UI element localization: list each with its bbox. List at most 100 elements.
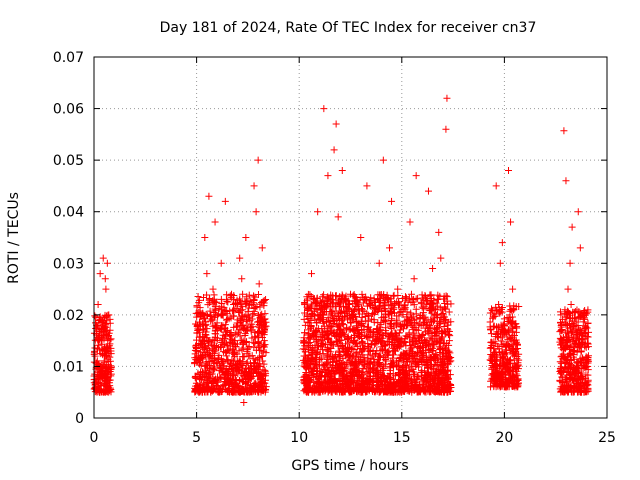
data-point [576,244,584,252]
data-point [303,380,311,388]
data-point [197,387,205,395]
data-point [400,302,408,310]
data-point [502,383,510,391]
data-point [93,345,101,353]
data-point [245,385,253,393]
data-point [206,375,214,383]
data-point [207,317,215,325]
data-point [564,285,572,293]
y-tick-label: 0.05 [53,153,84,169]
data-point [214,310,222,318]
data-point [379,334,387,342]
data-point [314,208,322,216]
data-point [405,294,413,302]
data-point [319,319,327,327]
data-point [301,352,309,360]
data-point [358,313,366,321]
data-point [407,290,415,298]
data-point [401,305,409,313]
data-point [446,354,454,362]
data-point [195,352,203,360]
data-point [205,192,213,200]
data-point [378,339,386,347]
data-point [334,213,342,221]
data-point [341,381,349,389]
data-point [513,362,521,370]
data-point [557,319,565,327]
data-point [574,359,582,367]
data-point [502,371,510,379]
data-point [351,364,359,372]
data-point [566,341,574,349]
data-point [445,380,453,388]
data-point [345,310,353,318]
data-point [387,382,395,390]
data-point [341,364,349,372]
data-point [573,330,581,338]
data-point [257,316,265,324]
data-point [578,311,586,319]
data-point [394,378,402,386]
data-point [388,197,396,205]
data-point [565,370,573,378]
data-point [209,285,217,293]
x-ticks: 0 5 10 15 20 25 [90,57,616,446]
data-point [442,125,450,133]
data-point [250,355,258,363]
data-point [495,301,503,309]
data-point [444,367,452,375]
data-point [329,357,337,365]
data-point [380,387,388,395]
data-point [105,311,113,319]
data-point [99,318,107,326]
data-point [226,307,234,315]
data-point [91,336,99,344]
data-point [573,340,581,348]
data-point [199,294,207,302]
data-point [312,299,320,307]
data-point [208,385,216,393]
data-point [402,342,410,350]
data-point [423,358,431,366]
data-point [202,369,210,377]
data-point [235,308,243,316]
data-point [507,319,515,327]
data-point [368,381,376,389]
data-point [435,379,443,387]
data-point [306,335,314,343]
data-point [338,166,346,174]
data-point [439,380,447,388]
data-point [433,361,441,369]
data-point [558,340,566,348]
data-point [502,346,510,354]
data-point [403,333,411,341]
data-point [323,318,331,326]
data-point [314,311,322,319]
data-point [362,332,370,340]
data-point [324,378,332,386]
data-point [492,340,500,348]
data-point [318,325,326,333]
data-point [578,361,586,369]
data-point [410,352,418,360]
data-point [258,380,266,388]
data-point [250,182,258,190]
data-point [336,326,344,334]
data-point [428,376,436,384]
data-point [404,354,412,362]
data-point [250,386,258,394]
data-point [416,337,424,345]
data-point [227,290,235,298]
data-point [585,328,593,336]
data-point [239,344,247,352]
data-point [245,314,253,322]
data-point [303,295,311,303]
data-point [255,311,263,319]
data-point [326,352,334,360]
data-point [352,350,360,358]
data-point [559,383,567,391]
data-point [407,375,415,383]
data-point [321,341,329,349]
data-point [247,388,255,396]
data-point [431,328,439,336]
